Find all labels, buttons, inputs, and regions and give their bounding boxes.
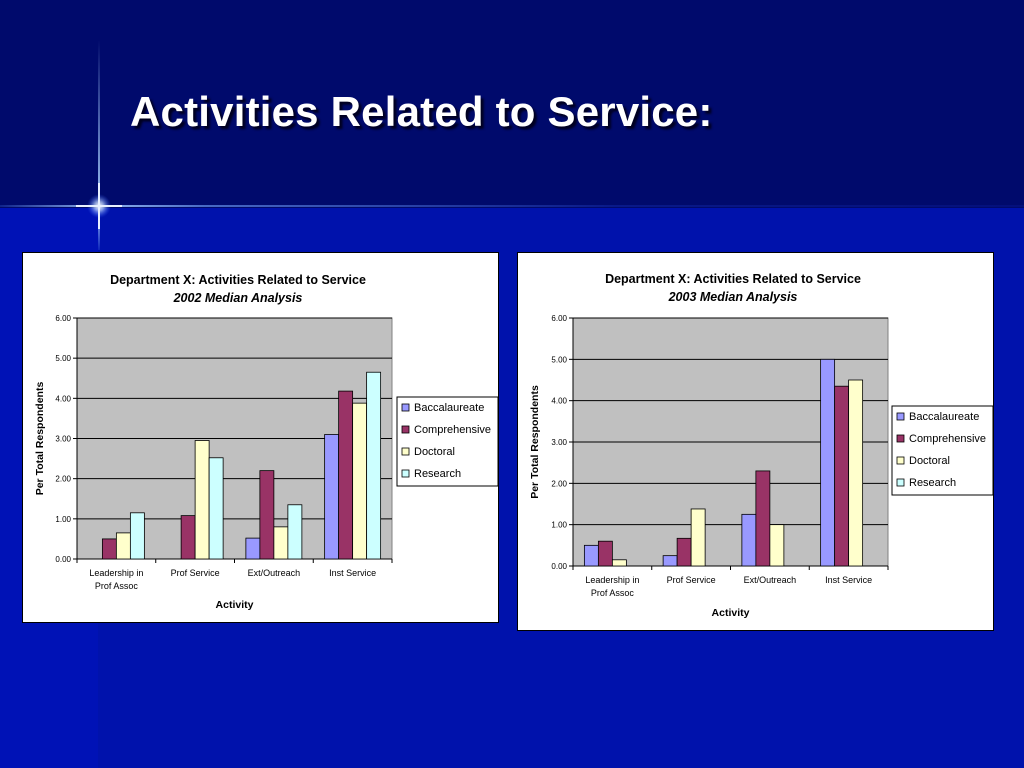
y-tick-label: 2.00 — [55, 475, 71, 484]
x-tick-label-line: Inst Service — [825, 575, 872, 585]
decorative-horizontal-line — [0, 205, 1024, 207]
y-tick-label: 0.00 — [55, 555, 71, 564]
y-tick-label: 1.00 — [55, 515, 71, 524]
bar — [115, 532, 131, 560]
bar — [690, 508, 706, 567]
bar — [194, 440, 210, 560]
chart-panel-2002: Department X: Activities Related to Serv… — [22, 252, 499, 623]
x-tick-label-line: Prof Assoc — [591, 588, 635, 598]
y-tick-label: 4.00 — [551, 397, 567, 406]
y-tick-label: 3.00 — [551, 438, 567, 447]
bar — [848, 379, 864, 567]
x-axis-label: Activity — [216, 599, 254, 611]
bar — [741, 513, 757, 567]
bar — [820, 358, 836, 567]
x-tick-label: Ext/Outreach — [744, 575, 797, 585]
slide-header-band — [0, 0, 1024, 208]
bar — [662, 555, 678, 567]
bar-chart-2002: Department X: Activities Related to Serv… — [34, 273, 498, 611]
bar — [834, 385, 850, 567]
y-tick-label: 4.00 — [55, 394, 71, 403]
bar — [769, 524, 785, 567]
legend-entry: Research — [414, 468, 461, 480]
x-tick-label-line: Leadership in — [89, 568, 143, 578]
y-tick-label: 6.00 — [551, 314, 567, 323]
legend-entry: Baccalaureate — [414, 402, 484, 414]
bar — [129, 512, 145, 560]
bar — [324, 434, 340, 560]
legend-entry: Baccalaureate — [909, 411, 979, 423]
y-tick-label: 5.00 — [551, 355, 567, 364]
bar — [611, 559, 627, 567]
y-tick-label: 3.00 — [55, 435, 71, 444]
x-tick-label: Inst Service — [825, 575, 872, 585]
decorative-vertical-line — [98, 40, 100, 250]
bar — [366, 371, 382, 560]
x-tick-label-line: Prof Service — [171, 568, 220, 578]
x-tick-label-line: Prof Service — [667, 575, 716, 585]
y-tick-label: 0.00 — [551, 562, 567, 571]
legend-swatch — [896, 434, 905, 443]
slide-title: Activities Related to Service: — [130, 88, 713, 135]
y-axis-label: Per Total Respondents — [529, 385, 541, 499]
bar — [245, 537, 261, 560]
legend-entry: Research — [909, 477, 956, 489]
y-tick-label: 5.00 — [55, 354, 71, 363]
legend-swatch — [896, 478, 905, 487]
legend-entry: Comprehensive — [909, 433, 986, 445]
x-tick-label-line: Prof Assoc — [95, 581, 139, 591]
sparkle-icon — [76, 183, 122, 229]
bar-chart-2003: Department X: Activities Related to Serv… — [529, 272, 993, 619]
bar — [352, 402, 368, 560]
legend-entry: Doctoral — [414, 446, 455, 458]
x-tick-label: Leadership in Prof Assoc — [89, 568, 143, 591]
bar — [338, 390, 354, 560]
y-tick-label: 1.00 — [551, 521, 567, 530]
legend-swatch — [401, 403, 410, 412]
bar — [287, 504, 303, 560]
legend-swatch — [896, 412, 905, 421]
chart-panel-2003: Department X: Activities Related to Serv… — [517, 252, 994, 631]
x-tick-label-line: Ext/Outreach — [248, 568, 301, 578]
bar — [676, 537, 692, 567]
bar — [583, 544, 599, 567]
x-tick-label-line: Leadership in — [585, 575, 639, 585]
bar — [208, 457, 224, 560]
x-tick-label: Prof Service — [171, 568, 220, 578]
x-tick-label: Prof Service — [667, 575, 716, 585]
bar — [180, 515, 196, 560]
legend: Baccalaureate Comprehensive Doctoral Resear… — [891, 405, 993, 496]
bar — [259, 470, 275, 560]
x-tick-label: Ext/Outreach — [248, 568, 301, 578]
chart-subtitle: 2002 Median Analysis — [173, 291, 303, 305]
legend-box — [891, 405, 993, 496]
y-tick-label: 6.00 — [55, 314, 71, 323]
bar — [273, 526, 289, 560]
x-tick-label: Inst Service — [329, 568, 376, 578]
y-tick-label: 2.00 — [551, 479, 567, 488]
chart-title: Department X: Activities Related to Serv… — [110, 273, 366, 287]
bar — [755, 470, 771, 567]
legend-swatch — [401, 425, 410, 434]
chart-title: Department X: Activities Related to Serv… — [605, 272, 861, 286]
y-axis-label: Per Total Respondents — [34, 382, 46, 496]
bar — [101, 538, 117, 560]
legend-entry: Comprehensive — [414, 424, 491, 436]
chart-subtitle: 2003 Median Analysis — [668, 290, 798, 304]
legend-swatch — [896, 456, 905, 465]
legend-box — [396, 396, 498, 487]
x-tick-label-line: Ext/Outreach — [744, 575, 797, 585]
legend-entry: Doctoral — [909, 455, 950, 467]
legend-swatch — [401, 469, 410, 478]
x-axis-label: Activity — [712, 607, 750, 619]
x-tick-label: Leadership in Prof Assoc — [585, 575, 639, 598]
bar — [597, 540, 613, 567]
legend-swatch — [401, 447, 410, 456]
x-tick-label-line: Inst Service — [329, 568, 376, 578]
legend: Baccalaureate Comprehensive Doctoral Resear… — [396, 396, 498, 487]
